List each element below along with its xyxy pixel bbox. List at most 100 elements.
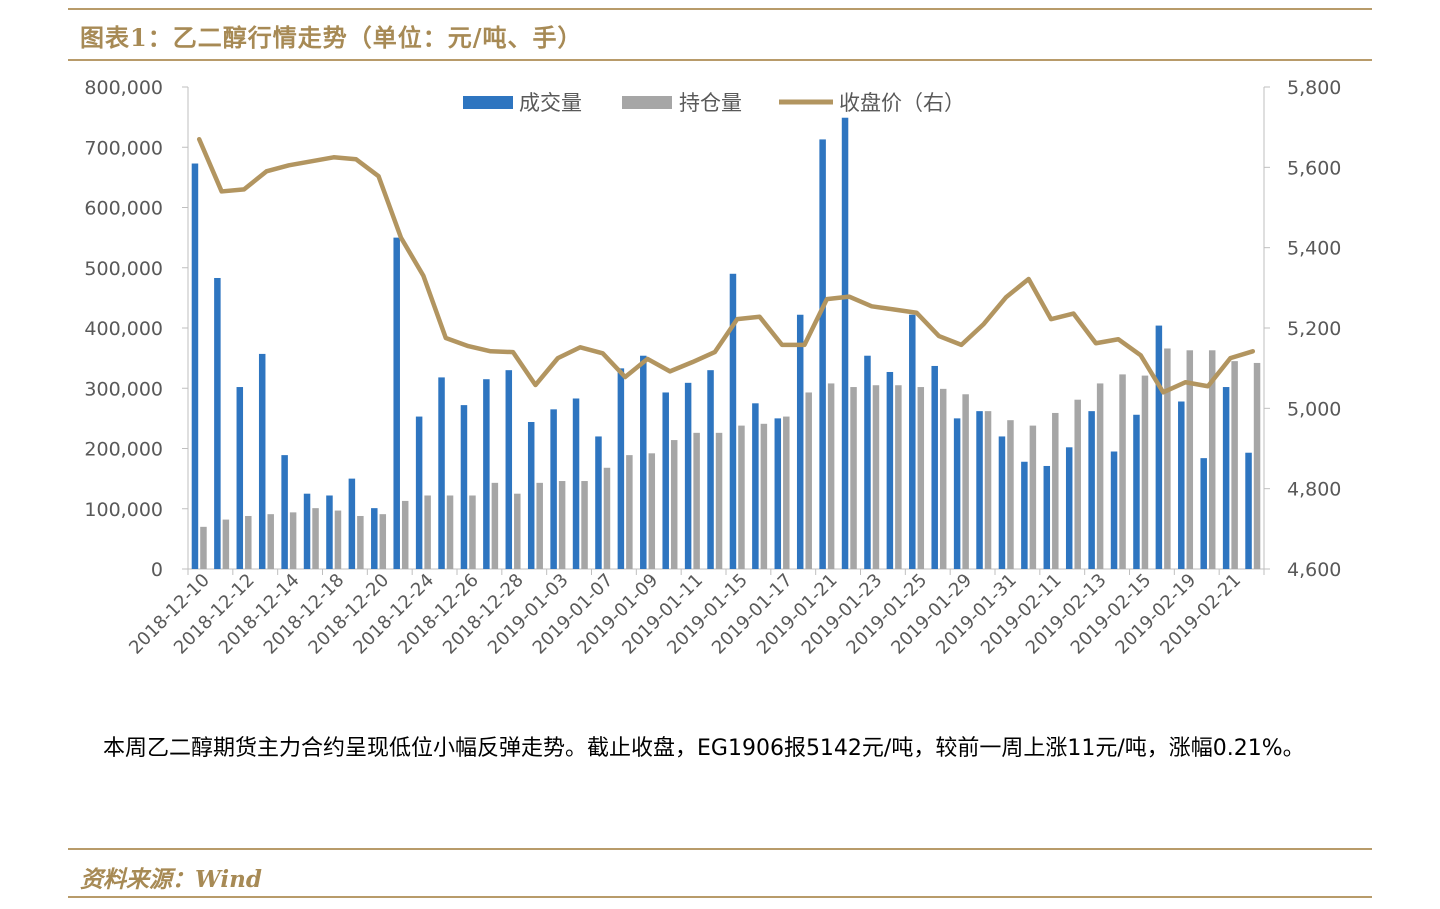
left-axis-tick-label: 400,000 <box>84 318 163 340</box>
bottom-rule <box>68 896 1372 898</box>
open-interest-bar <box>939 388 947 569</box>
volume-bar <box>415 416 423 569</box>
volume-bar <box>931 365 938 569</box>
volume-bar <box>348 478 356 569</box>
open-interest-bar <box>626 455 633 569</box>
open-interest-bar <box>670 440 678 569</box>
open-interest-bar <box>738 425 745 569</box>
open-interest-bar <box>984 411 992 569</box>
volume-bar <box>617 368 625 569</box>
open-interest-bar <box>1029 425 1037 569</box>
volume-bar <box>1110 451 1118 569</box>
left-axis-tick-label: 700,000 <box>84 137 163 159</box>
left-axis-tick-label: 300,000 <box>84 378 163 400</box>
volume-bar <box>1155 325 1163 569</box>
volume-bar <box>550 409 557 569</box>
open-interest-bar <box>245 515 252 569</box>
open-interest-bar <box>895 385 902 569</box>
volume-bar <box>707 370 714 569</box>
summary-paragraph: 本周乙二醇期货主力合约呈现低位小幅反弹走势。截止收盘，EG1906报5142元/… <box>103 736 1305 761</box>
volume-bar <box>258 353 266 569</box>
volume-bar <box>326 495 333 569</box>
open-interest-bar <box>1141 375 1149 569</box>
volume-bar <box>729 273 737 569</box>
volume-bar <box>1088 411 1095 569</box>
volume-bar <box>1178 401 1185 569</box>
open-interest-bar <box>334 510 342 569</box>
right-axis-tick-label: 5,600 <box>1287 157 1341 179</box>
volume-bar <box>595 436 602 569</box>
volume-bar <box>460 405 468 569</box>
volume-bar <box>752 403 759 569</box>
open-interest-bar <box>200 526 207 569</box>
open-interest-bar <box>1253 362 1261 569</box>
volume-bar <box>819 139 826 570</box>
top-rule <box>68 8 1372 10</box>
open-interest-bar <box>603 467 611 569</box>
right-axis-tick-label: 5,800 <box>1287 77 1341 99</box>
open-interest-bar <box>783 416 790 569</box>
volume-bar <box>1133 414 1140 569</box>
volume-bar <box>393 237 400 569</box>
open-interest-bar <box>1119 374 1126 569</box>
volume-bar <box>1200 458 1207 569</box>
volume-bar <box>953 418 961 569</box>
legend-swatch-open-interest <box>622 96 672 109</box>
open-interest-bar <box>581 481 588 569</box>
volume-bar <box>483 379 490 569</box>
right-axis-tick-label: 5,400 <box>1287 238 1341 260</box>
volume-bar <box>886 371 894 569</box>
right-axis-tick-label: 5,200 <box>1287 318 1341 340</box>
open-interest-bar <box>760 423 768 569</box>
open-interest-bar <box>379 514 387 569</box>
volume-bar <box>796 314 804 569</box>
open-interest-bar <box>357 515 364 569</box>
volume-bar <box>1065 447 1073 569</box>
volume-bar <box>1222 387 1230 569</box>
open-interest-bar <box>1096 383 1104 569</box>
open-interest-bar <box>1231 361 1238 569</box>
open-interest-bar <box>558 481 566 569</box>
open-interest-bar <box>850 387 857 569</box>
legend-label-close-price: 收盘价（右） <box>839 91 965 115</box>
left-axis-tick-label: 800,000 <box>84 77 163 99</box>
left-axis-tick-label: 100,000 <box>84 499 163 521</box>
volume-bar <box>774 418 782 569</box>
right-axis-tick-label: 4,600 <box>1287 559 1341 581</box>
source-note: 资料来源：Wind <box>80 866 262 893</box>
volume-bar <box>998 436 1006 569</box>
open-interest-bar <box>1164 348 1171 569</box>
open-interest-bar <box>1208 350 1216 569</box>
volume-bar <box>303 493 311 569</box>
legend-swatch-volume <box>463 96 513 109</box>
volume-bar <box>505 370 513 569</box>
right-axis-tick-label: 4,800 <box>1287 479 1341 501</box>
volume-bar <box>640 355 647 569</box>
open-interest-bar <box>1074 399 1081 569</box>
open-interest-bar <box>872 385 880 569</box>
volume-bar <box>214 277 221 569</box>
volume-bar <box>1245 452 1252 569</box>
chart-area: 0 100,000 200,000 300,000 400,000 500,000 600,… <box>84 77 1341 659</box>
open-interest-bar <box>312 508 319 569</box>
volume-bar <box>371 508 378 569</box>
open-interest-bar <box>267 514 274 569</box>
chart-title: 图表1：乙二醇行情走势（单位：元/吨、手） <box>80 23 583 52</box>
right-axis-tick-label: 5,000 <box>1287 398 1341 420</box>
open-interest-bar <box>401 500 409 569</box>
close-price-line <box>196 136 1256 395</box>
open-interest-bar <box>805 392 812 569</box>
left-axis-tick-label: 500,000 <box>84 258 163 280</box>
open-interest-bar <box>1052 412 1059 569</box>
volume-bar <box>191 163 199 569</box>
legend-label-volume: 成交量 <box>519 91 582 115</box>
open-interest-bar <box>827 383 835 569</box>
volume-bar <box>841 117 849 569</box>
volume-bar <box>909 314 916 569</box>
left-axis-tick-label: 200,000 <box>84 439 163 461</box>
open-interest-bar <box>289 512 297 569</box>
volume-bar <box>662 392 669 569</box>
volume-bar <box>1043 465 1051 569</box>
volume-bar <box>281 455 288 569</box>
volume-bar <box>684 382 692 569</box>
